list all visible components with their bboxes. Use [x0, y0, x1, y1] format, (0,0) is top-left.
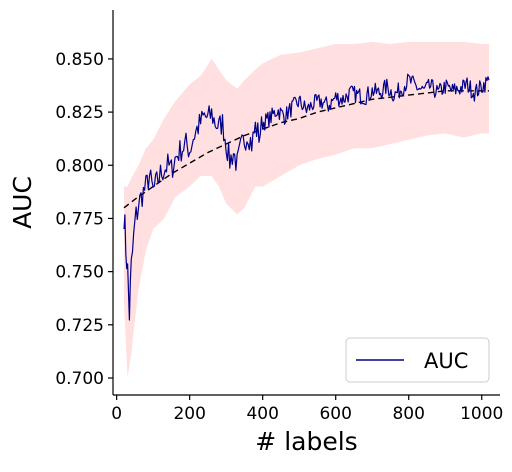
y-tick-label: 0.725: [55, 316, 104, 336]
legend-box: [345, 337, 490, 383]
y-tick-label: 0.825: [55, 103, 104, 123]
y-tick-label: 0.750: [55, 263, 104, 283]
x-tick-label: 1000: [460, 404, 503, 424]
legend-label-auc: AUC: [424, 349, 468, 373]
x-tick-label: 600: [319, 404, 351, 424]
x-tick-label: 400: [246, 404, 278, 424]
y-tick-label: 0.700: [55, 369, 104, 389]
y-axis-label: AUC: [8, 176, 37, 229]
y-ticks: 0.700 0.725 0.750 0.775 0.800 0.825 0.850: [55, 50, 113, 389]
y-tick-label: 0.775: [55, 209, 104, 229]
legend: AUC: [345, 337, 490, 383]
auc-line-layer: [123, 73, 490, 321]
y-tick-label: 0.850: [55, 50, 104, 70]
x-axis-label: # labels: [255, 427, 357, 456]
x-tick-label: 0: [111, 404, 122, 424]
x-ticks: 0 200 400 600 800 1000: [111, 395, 503, 424]
x-tick-label: 200: [173, 404, 205, 424]
x-tick-label: 800: [392, 404, 424, 424]
y-tick-label: 0.800: [55, 156, 104, 176]
auc-line: [123, 73, 490, 321]
